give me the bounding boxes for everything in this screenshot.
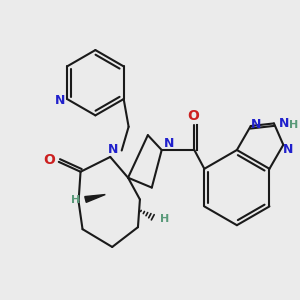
Text: H: H — [289, 120, 298, 130]
Text: H: H — [160, 214, 169, 224]
Text: N: N — [164, 136, 174, 150]
Text: H: H — [71, 196, 80, 206]
Text: N: N — [250, 118, 261, 130]
Text: N: N — [108, 142, 119, 155]
Text: N: N — [283, 143, 293, 156]
Text: O: O — [188, 110, 199, 123]
Text: N: N — [55, 94, 65, 106]
Polygon shape — [85, 194, 105, 202]
Text: N: N — [279, 117, 289, 130]
Text: O: O — [43, 153, 55, 167]
